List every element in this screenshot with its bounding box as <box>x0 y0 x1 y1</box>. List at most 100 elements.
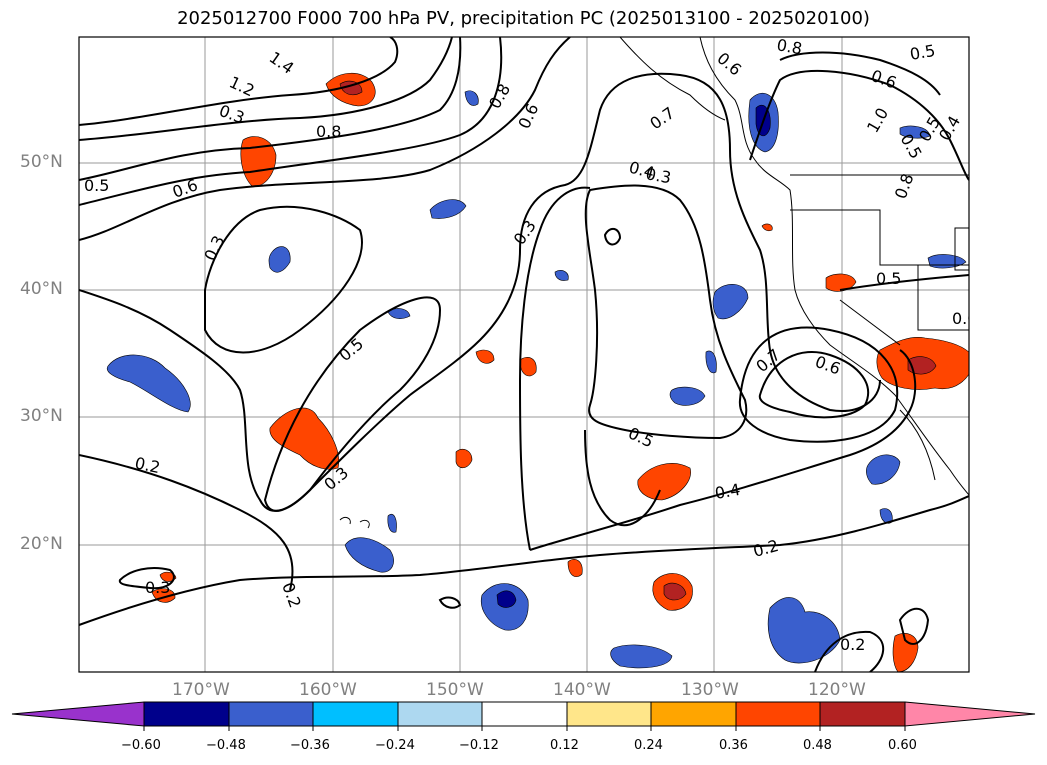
precip-blob-negative <box>464 90 479 106</box>
map-border <box>78 36 970 673</box>
precip-blob-positive <box>637 463 691 501</box>
colorbar-segment <box>566 701 652 727</box>
contour-label: 0.8 <box>775 35 803 58</box>
precip-blob-negative <box>106 354 191 413</box>
pv-contour <box>118 567 175 590</box>
contour-label: 0.4 <box>713 480 741 503</box>
colorbar-label: −0.48 <box>206 738 246 753</box>
lon-label-130w: 130°W <box>681 680 739 700</box>
precip-blob-negative <box>866 454 901 485</box>
pv-contour <box>79 495 969 626</box>
precip-blob-negative <box>268 246 291 273</box>
precip-blob-negative <box>344 537 394 573</box>
pv-contour <box>79 37 453 141</box>
state-border <box>790 209 969 266</box>
precip-blob-negative <box>554 270 569 281</box>
colorbar-label: 0.12 <box>550 738 579 753</box>
precip-blob-negative <box>429 199 467 219</box>
precip-blob-negative <box>610 644 673 669</box>
pv-contour <box>779 51 941 96</box>
coastline <box>699 37 969 496</box>
lon-label-120w: 120°W <box>808 680 866 700</box>
pv-contour <box>603 227 622 246</box>
precip-blob-positive <box>159 571 177 582</box>
precip-blob-strong-positive <box>663 582 687 601</box>
state-border <box>917 265 969 331</box>
contour-label: 0.2 <box>133 453 162 477</box>
lon-label-150w: 150°W <box>426 680 484 700</box>
pv-contour <box>518 186 591 551</box>
precip-blob-negative <box>705 350 717 374</box>
precip-blob-strong-negative <box>496 590 517 608</box>
coastline <box>339 516 351 525</box>
pv-contour <box>79 37 503 206</box>
pv-contour <box>263 296 442 512</box>
pv-contour <box>584 184 748 440</box>
map-title: 2025012700 F000 700 hPa PV, precipitatio… <box>177 8 870 29</box>
pv-contour <box>584 429 661 527</box>
colorbar-segment <box>650 701 737 727</box>
colorbar <box>11 701 1036 731</box>
pv-contour <box>79 454 294 591</box>
pv-contour <box>79 72 881 512</box>
pv-contour <box>814 630 885 672</box>
colorbar-label: −0.12 <box>459 738 499 753</box>
lat-label-50n: 50°N <box>20 152 63 172</box>
pv-contour <box>79 37 462 181</box>
pv-contour <box>79 37 571 241</box>
colorbar-label: 0.24 <box>634 738 663 753</box>
precip-blob-positive <box>825 273 857 292</box>
state-border <box>839 299 901 346</box>
colorbar-label: −0.36 <box>290 738 330 753</box>
colorbar-segment <box>735 701 821 727</box>
contour-label: 0.5 <box>84 176 109 195</box>
pv-contour <box>438 596 462 609</box>
lon-label-170w: 170°W <box>172 680 230 700</box>
pv-contour <box>749 70 969 181</box>
precip-blob-negative <box>899 125 931 139</box>
colorbar-label: −0.60 <box>121 738 161 753</box>
coastline <box>619 37 726 121</box>
colorbar-segment <box>143 701 230 727</box>
colorbar-label: 0.36 <box>719 738 748 753</box>
precip-blob-negative <box>669 386 706 406</box>
colorbar-label: −0.24 <box>375 738 415 753</box>
colorbar-segment <box>819 701 906 727</box>
map-area <box>79 37 969 672</box>
pv-contour <box>738 326 899 443</box>
lat-label-40n: 40°N <box>20 279 63 299</box>
lon-label-160w: 160°W <box>299 680 357 700</box>
precip-blob-negative <box>387 513 397 533</box>
contour-label: 0.5 <box>908 41 936 64</box>
pv-contour <box>79 37 399 126</box>
colorbar-segment <box>228 701 314 727</box>
coastline <box>359 519 370 529</box>
colorbar-segment-extend-high <box>904 701 1036 727</box>
colorbar-segment <box>312 701 399 727</box>
contour-label: 0.8 <box>316 122 341 141</box>
contour-label: 0.2 <box>840 635 865 654</box>
contour-label: 0.0 <box>952 309 977 328</box>
colorbar-segment <box>481 701 568 727</box>
colorbar-segment-extend-low <box>11 701 145 727</box>
colorbar-label: 0.60 <box>888 738 917 753</box>
precip-blob-positive <box>475 349 495 364</box>
lat-label-30n: 30°N <box>20 406 63 426</box>
pv-contour <box>204 205 363 354</box>
pv-contour <box>839 274 969 291</box>
pv-contours <box>79 37 969 672</box>
precip-blob-positive <box>761 223 773 232</box>
precip-blob-positive <box>455 448 473 469</box>
colorbar-segment <box>397 701 483 727</box>
precip-blob-negative <box>387 308 411 319</box>
precip-blob-positive <box>519 357 537 377</box>
pv-contour <box>529 349 917 551</box>
state-border <box>954 227 969 271</box>
precip-blob-positive <box>567 559 583 577</box>
precip-blob-negative <box>712 284 749 320</box>
colorbar-label: 0.48 <box>803 738 832 753</box>
coastlines <box>339 37 969 529</box>
lat-label-20n: 20°N <box>20 534 63 554</box>
coastline <box>899 409 936 481</box>
